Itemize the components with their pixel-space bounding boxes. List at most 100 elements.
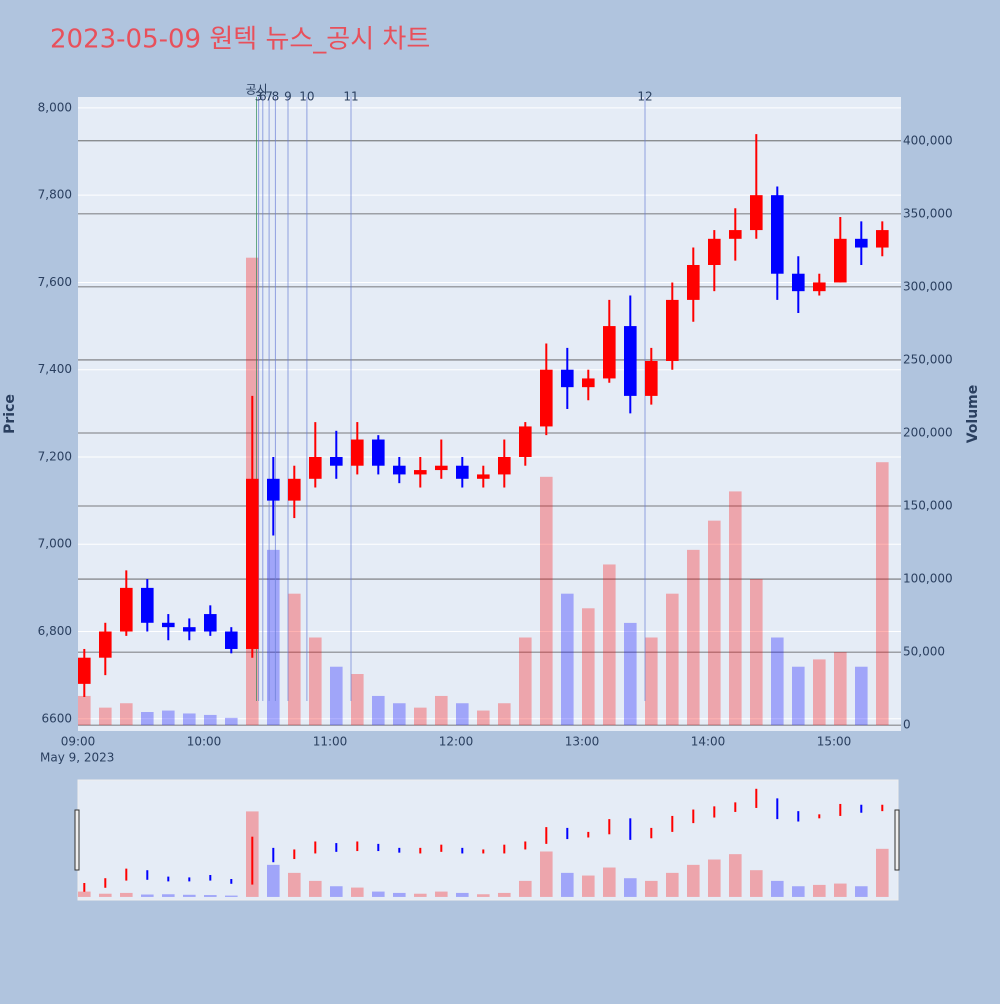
mini-volume-bar — [519, 880, 532, 897]
candle-body — [372, 439, 385, 466]
volume-bar — [687, 549, 700, 726]
volume-bar — [204, 714, 217, 726]
volume-bar — [813, 659, 826, 726]
volume-bar — [477, 710, 490, 726]
candle-body — [666, 299, 679, 361]
mini-volume-bar — [792, 886, 805, 897]
x-tick-label: 09:00 — [61, 735, 96, 749]
candle-body — [540, 369, 553, 427]
candle-body — [813, 282, 826, 292]
volume-bar — [855, 666, 868, 726]
y2-tick-label: 200,000 — [903, 425, 953, 439]
y-axis-title: Price — [2, 394, 18, 434]
x-tick-label: 10:00 — [187, 735, 222, 749]
y-tick-label: 7,600 — [38, 275, 72, 289]
candle-body — [309, 456, 322, 479]
y-tick-label: 7,800 — [38, 188, 72, 202]
volume-bar — [729, 491, 742, 726]
x-tick-label: 13:00 — [565, 735, 600, 749]
news-label: 3 — [255, 90, 263, 104]
y2-tick-label: 0 — [903, 718, 911, 732]
candle-body — [435, 465, 448, 471]
candle-body — [708, 238, 721, 265]
volume-bar — [267, 549, 280, 726]
volume-bar — [78, 695, 91, 726]
x-sublabel: May 9, 2023 — [40, 751, 114, 765]
x-tick-label: 12:00 — [439, 735, 474, 749]
mini-volume-bar — [582, 875, 595, 897]
candle-body — [99, 631, 112, 658]
candle-body — [330, 456, 343, 466]
volume-bar — [435, 695, 448, 726]
candle-body — [225, 631, 238, 649]
volume-bar — [498, 703, 511, 726]
mini-volume-bar — [120, 892, 133, 897]
mini-volume-bar — [498, 892, 511, 897]
y-tick-label: 7,000 — [38, 537, 72, 551]
volume-bar — [372, 695, 385, 726]
mini-volume-bar — [750, 870, 763, 897]
mini-volume-bar — [288, 872, 301, 897]
candle-body — [204, 614, 217, 632]
volume-bar — [414, 707, 427, 726]
candle-body — [792, 273, 805, 292]
candle-body — [414, 470, 427, 475]
candle-body — [687, 264, 700, 300]
candle-body — [603, 326, 616, 379]
news-label: 11 — [343, 90, 358, 104]
volume-bar — [666, 593, 679, 726]
volume-bar — [456, 703, 469, 726]
volume-bar — [162, 710, 175, 726]
volume-bar — [393, 703, 406, 726]
candle-body — [729, 230, 742, 239]
mini-volume-bar — [876, 848, 889, 897]
volume-bar — [771, 637, 784, 726]
mini-volume-bar — [771, 880, 784, 897]
mini-volume-bar — [834, 883, 847, 897]
y2-tick-label: 150,000 — [903, 499, 953, 513]
news-label: 12 — [637, 90, 652, 104]
mini-volume-bar — [477, 894, 490, 897]
range-slider[interactable] — [77, 779, 899, 901]
candle-body — [876, 230, 889, 248]
y2-tick-label: 350,000 — [903, 206, 953, 220]
y2-tick-label: 300,000 — [903, 279, 953, 293]
candle-body — [141, 587, 154, 623]
volume-bar — [540, 476, 553, 726]
y2-tick-label: 100,000 — [903, 572, 953, 586]
candle-body — [246, 478, 259, 649]
volume-bar — [561, 593, 574, 726]
candle-body — [162, 622, 175, 628]
volume-bar — [330, 666, 343, 726]
candle-body — [288, 478, 301, 501]
volume-bar — [225, 717, 238, 726]
candle-body — [498, 456, 511, 475]
y-tick-label: 7,400 — [38, 362, 72, 376]
candle-body — [477, 474, 490, 479]
news-label: 6 — [259, 90, 267, 104]
mini-volume-bar — [666, 872, 679, 897]
mini-volume-bar — [78, 891, 91, 897]
y-tick-label: 8,000 — [38, 100, 72, 114]
y2-axis-title: Volume — [965, 385, 981, 444]
volume-bar — [99, 707, 112, 726]
range-handle-right — [894, 809, 900, 871]
mini-volume-bar — [204, 895, 217, 897]
news-label: 9 — [284, 90, 292, 104]
mini-volume-bar — [372, 891, 385, 897]
volume-bar — [183, 713, 196, 726]
mini-volume-bar — [687, 864, 700, 897]
news-label: 8 — [272, 90, 280, 104]
candle-body — [834, 238, 847, 283]
y-tick-label: 6,800 — [38, 624, 72, 638]
volume-bar — [120, 703, 133, 726]
candle-body — [624, 326, 637, 396]
mini-volume-bar — [225, 895, 238, 897]
mini-volume-bar — [645, 880, 658, 897]
y2-tick-label: 250,000 — [903, 352, 953, 366]
y-tick-label: 7,200 — [38, 449, 72, 463]
candle-body — [120, 587, 133, 632]
volume-bar — [750, 579, 763, 726]
mini-volume-bar — [624, 878, 637, 897]
y2-tick-label: 400,000 — [903, 133, 953, 147]
